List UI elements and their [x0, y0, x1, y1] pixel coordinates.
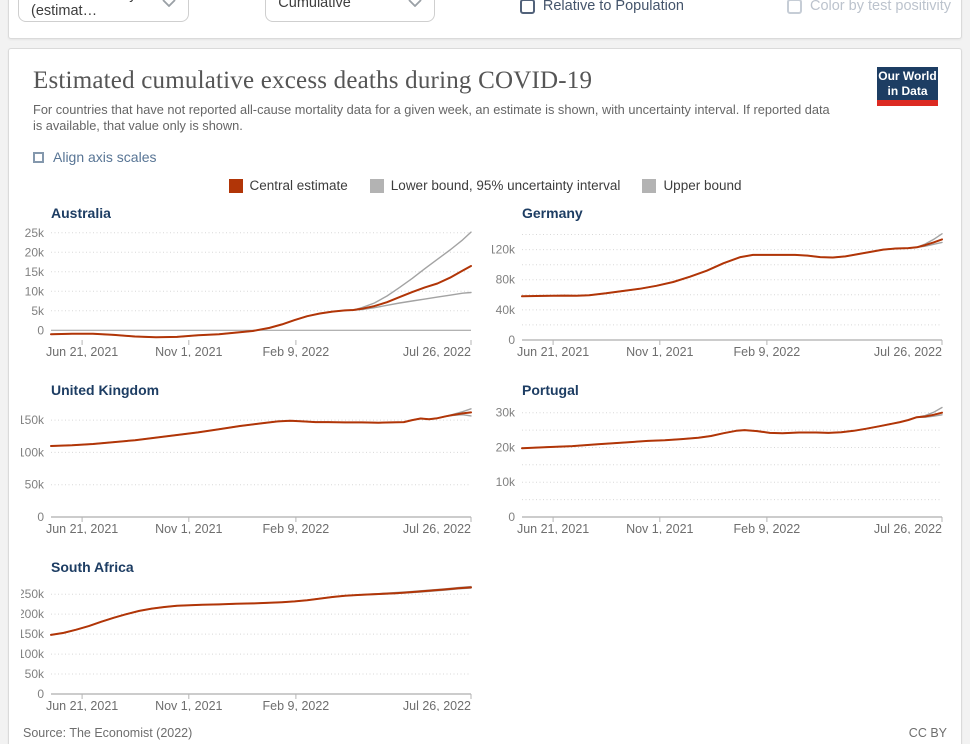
- svg-text:Jul 26, 2022: Jul 26, 2022: [403, 522, 471, 534]
- svg-text:250k: 250k: [21, 587, 45, 601]
- chart-portugal[interactable]: Portugal 0 10k 20k 30k Jun 21, 2021 Nov 1, 202…: [492, 382, 951, 539]
- svg-text:Jun 21, 2021: Jun 21, 2021: [517, 345, 589, 357]
- page-title: Estimated cumulative excess deaths durin…: [33, 67, 593, 94]
- svg-text:20k: 20k: [496, 441, 516, 455]
- metric-dropdown-value: Excess mortality (estimat…: [31, 0, 137, 19]
- checkbox-icon: [33, 151, 44, 163]
- svg-text:50k: 50k: [25, 478, 45, 492]
- chart-subtitle: For countries that have not reported all…: [33, 102, 830, 133]
- chart-south-africa[interactable]: South Africa 0 50k 100k 150k 200k 250k Jun 21, …: [18, 559, 480, 716]
- source-attribution: Source: The Economist (2022): [23, 726, 193, 740]
- svg-text:Feb 9, 2022: Feb 9, 2022: [263, 699, 330, 711]
- chart-australia[interactable]: Australia 0 5k 10k 15k 20k 25k Jun 21, 2021 Nov …: [21, 205, 480, 362]
- svg-text:0: 0: [37, 510, 44, 524]
- legend-swatch: [228, 178, 243, 193]
- svg-text:25k: 25k: [25, 226, 45, 240]
- svg-text:Jul 26, 2022: Jul 26, 2022: [874, 522, 942, 534]
- chart-plot: 0 40k 80k 120k Jun 21, 2021 Nov 1, 2021 Feb 9,…: [489, 233, 943, 359]
- svg-text:Feb 9, 2022: Feb 9, 2022: [263, 345, 330, 357]
- svg-text:200k: 200k: [21, 607, 45, 621]
- svg-text:Jul 26, 2022: Jul 26, 2022: [403, 699, 471, 711]
- color-by-test-positivity-checkbox: Color by test positivity: [786, 0, 951, 14]
- svg-text:0: 0: [37, 323, 44, 337]
- chevron-down-icon: [408, 0, 422, 7]
- svg-text:Nov 1, 2021: Nov 1, 2021: [626, 522, 693, 534]
- svg-text:Jun 21, 2021: Jun 21, 2021: [517, 522, 589, 534]
- checkbox-label: Align axis scales: [53, 149, 157, 165]
- svg-text:20k: 20k: [25, 245, 45, 259]
- svg-text:Jun 21, 2021: Jun 21, 2021: [46, 699, 118, 711]
- svg-text:Nov 1, 2021: Nov 1, 2021: [155, 522, 222, 534]
- checkbox-icon: [786, 0, 802, 14]
- svg-text:Feb 9, 2022: Feb 9, 2022: [263, 522, 330, 534]
- chevron-down-icon: [162, 0, 176, 7]
- svg-text:10k: 10k: [496, 475, 516, 489]
- svg-text:Nov 1, 2021: Nov 1, 2021: [155, 699, 222, 711]
- chart-plot: 0 50k 100k 150k 200k 250k Jun 21, 2021 Nov 1, 2…: [18, 585, 472, 713]
- view-dropdown-value: Cumulative: [278, 0, 351, 11]
- chart-footer: Source: The Economist (2022) CC BY: [23, 726, 947, 740]
- controls-bar: Excess mortality (estimat… Cumulative Re…: [8, 0, 962, 39]
- svg-text:0: 0: [508, 333, 515, 347]
- owid-logo-red-bar: [877, 100, 938, 106]
- svg-text:Feb 9, 2022: Feb 9, 2022: [734, 522, 801, 534]
- svg-text:80k: 80k: [496, 273, 516, 287]
- chart-title: Portugal: [522, 382, 579, 398]
- relative-to-population-checkbox[interactable]: Relative to Population: [519, 0, 684, 14]
- svg-text:150k: 150k: [21, 627, 45, 641]
- chart-united-kingdom[interactable]: United Kingdom 0 50k 100k 150k Jun 21, 2021 No…: [18, 382, 480, 539]
- checkbox-label: Relative to Population: [542, 0, 684, 14]
- chart-title: Australia: [51, 205, 111, 221]
- svg-text:5k: 5k: [31, 304, 45, 318]
- chart-germany[interactable]: Germany 0 40k 80k 120k Jun 21, 2021 Nov 1, 202…: [489, 205, 951, 362]
- chart-title: South Africa: [51, 559, 134, 575]
- svg-text:100k: 100k: [21, 445, 45, 459]
- svg-text:40k: 40k: [496, 303, 516, 317]
- svg-text:15k: 15k: [25, 265, 45, 279]
- chart-legend: Central estimate Lower bound, 95% uncert…: [33, 178, 937, 193]
- chart-panel: Estimated cumulative excess deaths durin…: [8, 48, 962, 744]
- svg-text:100k: 100k: [21, 647, 45, 661]
- svg-text:150k: 150k: [21, 413, 45, 427]
- charts-grid: Australia 0 5k 10k 15k 20k 25k Jun 21, 2021 Nov …: [18, 205, 951, 716]
- svg-text:Jul 26, 2022: Jul 26, 2022: [403, 345, 471, 357]
- legend-swatch: [642, 178, 657, 193]
- svg-text:Jul 26, 2022: Jul 26, 2022: [874, 345, 942, 357]
- svg-text:120k: 120k: [492, 243, 516, 257]
- chart-plot: 0 5k 10k 15k 20k 25k Jun 21, 2021 Nov 1, 2021 Fe…: [25, 226, 472, 359]
- svg-text:0: 0: [508, 510, 515, 524]
- svg-text:Jun 21, 2021: Jun 21, 2021: [46, 522, 118, 534]
- legend-item-upper-bound: Upper bound: [642, 178, 742, 193]
- align-axis-scales-checkbox[interactable]: Align axis scales: [33, 149, 937, 165]
- chart-plot: 0 10k 20k 30k Jun 21, 2021 Nov 1, 2021 Feb 9, …: [496, 406, 943, 536]
- owid-logo-text: Our World in Data: [877, 67, 938, 100]
- chart-plot: 0 50k 100k 150k Jun 21, 2021 Nov 1, 2021 Feb 9…: [18, 408, 472, 536]
- view-dropdown[interactable]: Cumulative: [265, 0, 435, 22]
- svg-text:10k: 10k: [25, 284, 45, 298]
- chart-title: Germany: [522, 205, 583, 221]
- legend-swatch: [369, 178, 384, 193]
- svg-text:0: 0: [37, 687, 44, 701]
- svg-text:Jun 21, 2021: Jun 21, 2021: [46, 345, 118, 357]
- metric-dropdown[interactable]: Excess mortality (estimat…: [18, 0, 190, 22]
- license-link[interactable]: CC BY: [908, 726, 947, 740]
- chart-title: United Kingdom: [51, 382, 160, 398]
- svg-text:Nov 1, 2021: Nov 1, 2021: [626, 345, 693, 357]
- checkbox-label: Color by test positivity: [809, 0, 951, 14]
- legend-item-central-estimate: Central estimate: [228, 178, 348, 193]
- svg-text:Feb 9, 2022: Feb 9, 2022: [734, 345, 801, 357]
- svg-text:Nov 1, 2021: Nov 1, 2021: [155, 345, 222, 357]
- checkbox-icon: [519, 0, 535, 14]
- svg-text:50k: 50k: [25, 667, 45, 681]
- svg-text:30k: 30k: [496, 406, 516, 420]
- owid-logo[interactable]: Our World in Data: [877, 67, 938, 106]
- legend-item-lower-bound: Lower bound, 95% uncertainty interval: [369, 178, 620, 193]
